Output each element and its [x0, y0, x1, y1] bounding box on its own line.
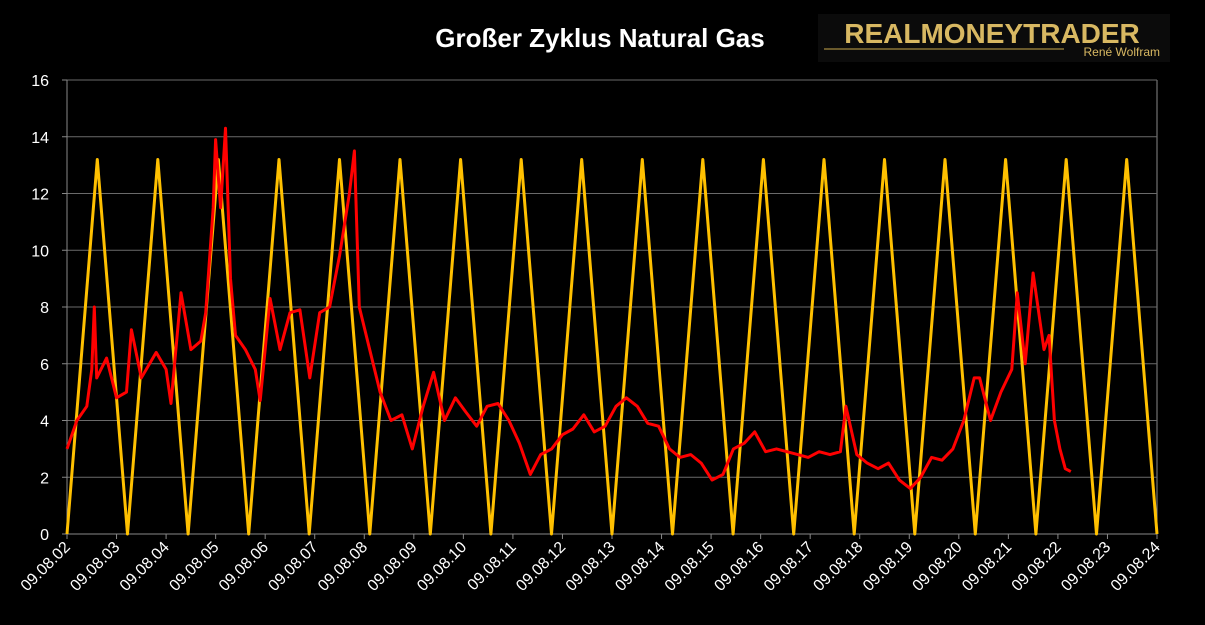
y-tick-label: 8: [40, 300, 49, 317]
logo-box: [818, 14, 1170, 62]
y-tick-label: 4: [40, 414, 49, 431]
logo-author: René Wolfram: [1084, 45, 1160, 59]
series-line: [65, 126, 1072, 491]
y-tick-label: 10: [31, 243, 49, 260]
y-tick-label: 12: [31, 187, 49, 204]
chart-title: Großer Zyklus Natural Gas: [435, 23, 764, 53]
y-tick-label: 0: [40, 527, 49, 544]
series-line: [65, 158, 1159, 536]
y-tick-label: 6: [40, 357, 49, 374]
y-tick-label: 14: [31, 130, 49, 147]
logo-name: REALMONEYTRADER: [844, 18, 1140, 49]
y-tick-label: 2: [40, 470, 49, 487]
y-tick-label: 16: [31, 73, 49, 90]
